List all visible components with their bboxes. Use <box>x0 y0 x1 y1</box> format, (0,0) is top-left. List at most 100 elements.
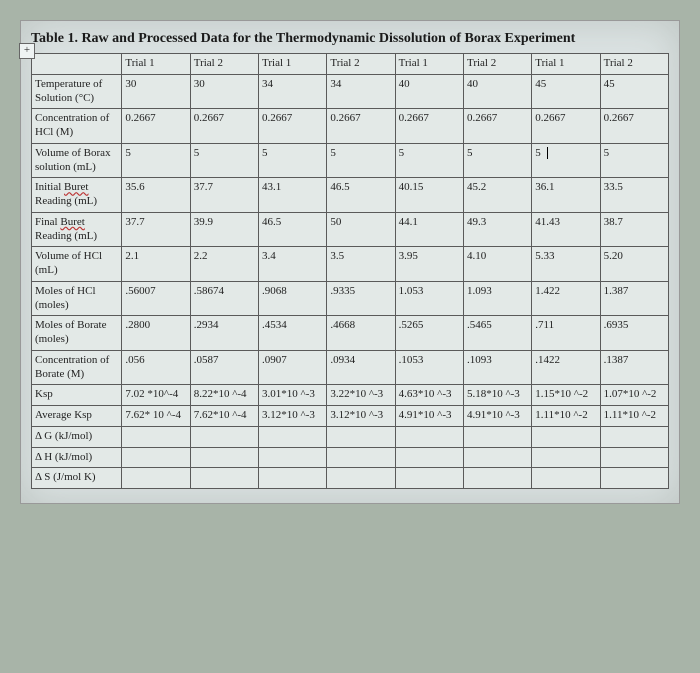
table-cell: 8.22*10 ^-4 <box>190 385 258 406</box>
table-cell: 5.20 <box>600 247 668 282</box>
table-cell: 41.43 <box>532 212 600 247</box>
table-cell: 7.62*10 ^-4 <box>190 406 258 427</box>
table-cell <box>122 447 190 468</box>
table-cell: 0.2667 <box>395 109 463 144</box>
table-cell: 49.3 <box>463 212 531 247</box>
table-cell: 5 <box>463 143 531 178</box>
table-cell: 5 <box>532 143 600 178</box>
table-cell: 44.1 <box>395 212 463 247</box>
table-cell: .5265 <box>395 316 463 351</box>
table-cell: .56007 <box>122 281 190 316</box>
table-cell: 0.2667 <box>327 109 395 144</box>
table-cell: 46.5 <box>327 178 395 213</box>
row-label: Δ G (kJ/mol) <box>32 426 122 447</box>
table-cell: 7.62* 10 ^-4 <box>122 406 190 427</box>
table-cell: 2.1 <box>122 247 190 282</box>
table-cell: 3.12*10 ^-3 <box>259 406 327 427</box>
data-table: Trial 1Trial 2Trial 1Trial 2Trial 1Trial… <box>31 53 669 489</box>
table-row: Initial Buret Reading (mL)35.637.743.146… <box>32 178 669 213</box>
table-cell: .0934 <box>327 350 395 385</box>
table-cell: 1.11*10 ^-2 <box>600 406 668 427</box>
table-cell: 5.33 <box>532 247 600 282</box>
table-cell <box>327 468 395 489</box>
table-cell: 5.18*10 ^-3 <box>463 385 531 406</box>
table-cell: .1387 <box>600 350 668 385</box>
table-row: Volume of Borax solution (mL)55555555 <box>32 143 669 178</box>
table-cell <box>463 426 531 447</box>
table-cell: 0.2667 <box>532 109 600 144</box>
row-label: Δ S (J/mol K) <box>32 468 122 489</box>
table-row: Δ S (J/mol K) <box>32 468 669 489</box>
table-cell: 5 <box>600 143 668 178</box>
table-cell: .0587 <box>190 350 258 385</box>
table-cell <box>327 426 395 447</box>
table-cell: 43.1 <box>259 178 327 213</box>
table-cell: .2800 <box>122 316 190 351</box>
table-cell <box>600 447 668 468</box>
table-row: Δ G (kJ/mol) <box>32 426 669 447</box>
table-cell: 45.2 <box>463 178 531 213</box>
header-trial: Trial 2 <box>327 54 395 75</box>
table-cell <box>395 447 463 468</box>
header-trial: Trial 1 <box>532 54 600 75</box>
table-header-row: Trial 1Trial 2Trial 1Trial 2Trial 1Trial… <box>32 54 669 75</box>
table-cell: 1.053 <box>395 281 463 316</box>
header-trial: Trial 2 <box>600 54 668 75</box>
text-cursor <box>547 147 548 159</box>
header-trial: Trial 1 <box>259 54 327 75</box>
table-row: Ksp7.02 *10^-48.22*10 ^-43.01*10 ^-33.22… <box>32 385 669 406</box>
table-cell: 46.5 <box>259 212 327 247</box>
table-cell: .0907 <box>259 350 327 385</box>
table-cell <box>600 426 668 447</box>
table-cell: 0.2667 <box>259 109 327 144</box>
table-cell: .5465 <box>463 316 531 351</box>
table-title: Table 1. Raw and Processed Data for the … <box>31 31 669 47</box>
table-cell <box>327 447 395 468</box>
row-label: Average Ksp <box>32 406 122 427</box>
table-cell: 50 <box>327 212 395 247</box>
table-cell: 3.5 <box>327 247 395 282</box>
table-cell: 3.4 <box>259 247 327 282</box>
table-cell: 4.10 <box>463 247 531 282</box>
table-cell: 0.2667 <box>122 109 190 144</box>
table-cell: 7.02 *10^-4 <box>122 385 190 406</box>
table-cell: 34 <box>259 74 327 109</box>
table-cell: 35.6 <box>122 178 190 213</box>
table-cell <box>532 468 600 489</box>
table-cell: .58674 <box>190 281 258 316</box>
table-cell: 1.07*10 ^-2 <box>600 385 668 406</box>
table-cell: 2.2 <box>190 247 258 282</box>
table-cell: 4.91*10 ^-3 <box>463 406 531 427</box>
table-cell: .1093 <box>463 350 531 385</box>
table-cell: .1053 <box>395 350 463 385</box>
header-blank <box>32 54 122 75</box>
table-cell <box>122 426 190 447</box>
table-cell: 0.2667 <box>600 109 668 144</box>
table-cell: 45 <box>600 74 668 109</box>
table-row: Moles of HCl (moles).56007.58674.9068.93… <box>32 281 669 316</box>
row-label: Ksp <box>32 385 122 406</box>
table-cell: 30 <box>122 74 190 109</box>
table-cell: 34 <box>327 74 395 109</box>
table-cell: 1.15*10 ^-2 <box>532 385 600 406</box>
table-cell: 1.387 <box>600 281 668 316</box>
table-row: Moles of Borate (moles).2800.2934.4534.4… <box>32 316 669 351</box>
table-cell <box>395 468 463 489</box>
table-cell: 45 <box>532 74 600 109</box>
row-label: Final Buret Reading (mL) <box>32 212 122 247</box>
table-cell <box>463 447 531 468</box>
table-row: Volume of HCl (mL)2.12.23.43.53.954.105.… <box>32 247 669 282</box>
table-cell: 4.91*10 ^-3 <box>395 406 463 427</box>
table-row: Concentration of Borate (M).056.0587.090… <box>32 350 669 385</box>
table-cell: 3.95 <box>395 247 463 282</box>
expand-icon[interactable]: + <box>19 43 35 59</box>
table-cell <box>259 447 327 468</box>
table-cell: .6935 <box>600 316 668 351</box>
table-cell: .4534 <box>259 316 327 351</box>
table-cell: .2934 <box>190 316 258 351</box>
table-cell: 5 <box>190 143 258 178</box>
table-cell: .4668 <box>327 316 395 351</box>
table-cell <box>259 468 327 489</box>
row-label: Concentration of Borate (M) <box>32 350 122 385</box>
table-cell: .9068 <box>259 281 327 316</box>
